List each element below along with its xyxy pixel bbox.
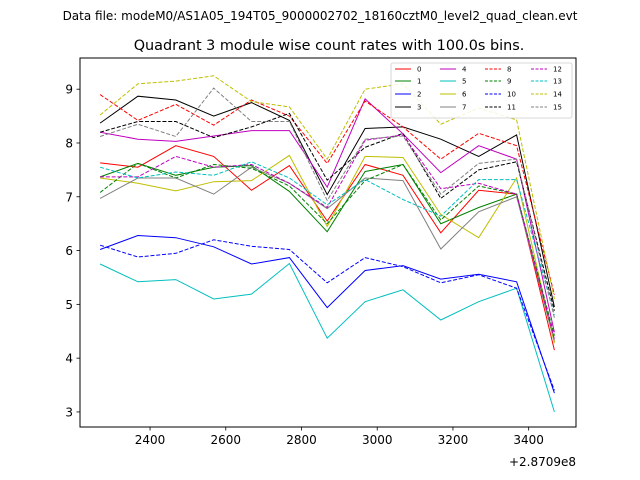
series-line-15 (99, 87, 555, 318)
y-tick-label: 8 (65, 136, 73, 150)
y-tick-label: 3 (65, 405, 73, 419)
x-tick-label: 2400 (135, 433, 166, 447)
x-tick-label: 3000 (362, 433, 393, 447)
y-tick-label: 4 (65, 352, 73, 366)
series-layer (99, 75, 555, 413)
y-axis-ticks: 3 4 5 6 7 8 9 (65, 83, 80, 419)
series-line-6 (100, 154, 555, 344)
legend-label-7: 7 (462, 104, 466, 112)
legend-label-13: 13 (553, 78, 562, 86)
y-tick-label: 6 (65, 244, 73, 258)
series-line-3 (99, 95, 555, 308)
series-line-2 (99, 234, 555, 394)
x-tick-label: 2800 (286, 433, 317, 447)
legend-label-11: 11 (507, 104, 516, 112)
y-tick-label: 5 (65, 298, 73, 312)
x-axis-ticks: 2400 2600 2800 3000 3200 3400 (135, 427, 544, 447)
legend-label-6: 6 (462, 91, 467, 99)
legend-label-14: 14 (553, 91, 562, 99)
legend-label-12: 12 (553, 66, 562, 74)
legend-label-2: 2 (417, 91, 421, 99)
y-tick-label: 7 (65, 190, 73, 204)
legend-label-4: 4 (462, 66, 467, 74)
plot-area-frame (79, 57, 577, 428)
legend-label-15: 15 (553, 104, 562, 112)
legend-label-9: 9 (507, 78, 511, 86)
series-line-0 (100, 145, 555, 351)
chart-title: Quadrant 3 module wise count rates with … (134, 38, 525, 54)
legend-label-1: 1 (417, 78, 421, 86)
series-line-1 (99, 162, 555, 343)
series-line-12 (100, 134, 555, 340)
legend-label-0: 0 (417, 66, 421, 74)
legend-label-3: 3 (417, 104, 421, 112)
x-tick-label: 3400 (513, 433, 544, 447)
legend-label-10: 10 (507, 91, 516, 99)
x-axis-offset-label: +2.8709e8 (509, 455, 576, 469)
series-line-9 (99, 162, 555, 336)
series-line-11 (99, 112, 555, 311)
x-tick-label: 2600 (210, 433, 241, 447)
y-tick-label: 9 (65, 83, 73, 97)
legend-label-5: 5 (462, 78, 466, 86)
series-line-13 (99, 161, 555, 316)
figure-suptitle: Data file: modeM0/AS1A05_194T05_90000027… (63, 9, 578, 23)
legend-frame (390, 62, 573, 119)
series-line-5 (99, 262, 555, 413)
legend-label-8: 8 (507, 66, 511, 74)
series-line-10 (99, 239, 555, 391)
series-line-4 (100, 98, 555, 333)
x-tick-label: 3200 (438, 433, 469, 447)
